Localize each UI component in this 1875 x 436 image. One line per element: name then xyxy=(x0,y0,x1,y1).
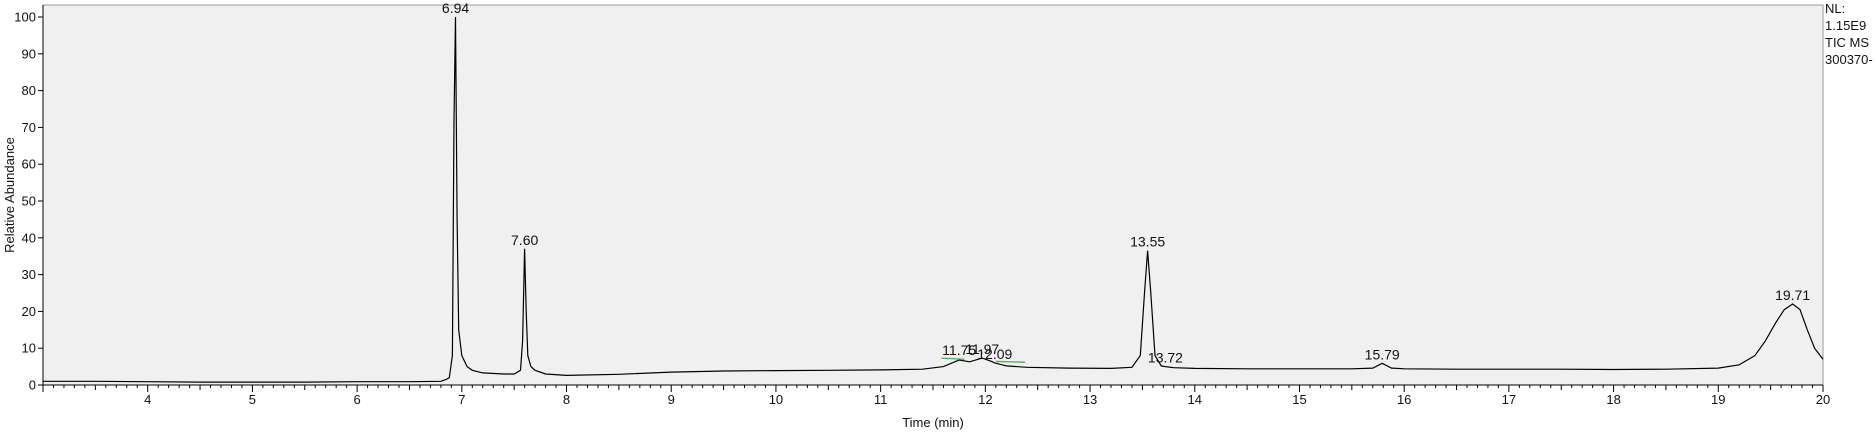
info-line: 1.15E9 xyxy=(1825,18,1866,33)
y-tick-label: 70 xyxy=(22,120,36,135)
integration-baseline-mark xyxy=(995,360,1026,363)
x-tick-label: 6 xyxy=(354,392,361,407)
y-tick-label: 20 xyxy=(22,304,36,319)
x-tick-label: 19 xyxy=(1711,392,1725,407)
y-tick-label: 90 xyxy=(22,46,36,61)
y-tick-label: 30 xyxy=(22,267,36,282)
peak-label: 7.60 xyxy=(511,232,538,248)
x-tick-label: 14 xyxy=(1188,392,1202,407)
y-axis: 0 10 20 30 40 50 60 70 80 90 100 xyxy=(14,5,44,393)
x-tick-label: 15 xyxy=(1292,392,1306,407)
x-tick-label: 17 xyxy=(1502,392,1516,407)
x-tick-label: 9 xyxy=(668,392,675,407)
info-line: 300370- xyxy=(1825,52,1873,67)
y-tick-label: 60 xyxy=(22,157,36,172)
peak-label: 13.55 xyxy=(1130,234,1165,250)
x-axis-title: Time (min) xyxy=(902,415,964,430)
peak-label: 15.79 xyxy=(1365,346,1400,362)
x-tick-label: 20 xyxy=(1816,392,1830,407)
plot-area xyxy=(42,4,1824,386)
x-tick-label: 18 xyxy=(1606,392,1620,407)
tic-trace-line xyxy=(43,16,1824,383)
info-line: NL: xyxy=(1825,1,1845,16)
y-tick-label: 0 xyxy=(29,378,36,393)
y-tick-label: 80 xyxy=(22,83,36,98)
info-line: TIC MS xyxy=(1825,35,1869,50)
x-axis: 4 5 6 7 8 9 10 11 12 13 14 15 16 17 18 19 20 xyxy=(42,384,1830,407)
integration-marks xyxy=(941,357,1026,363)
x-tick-label: 16 xyxy=(1397,392,1411,407)
y-tick-label: 50 xyxy=(22,194,36,209)
x-tick-label: 13 xyxy=(1083,392,1097,407)
peak-label: 19.71 xyxy=(1775,287,1810,303)
peak-label: 6.94 xyxy=(442,0,469,16)
x-tick-label: 8 xyxy=(563,392,570,407)
y-axis-title: Relative Abundance xyxy=(2,137,17,253)
info-block: NL: 1.15E9 TIC MS 300370- xyxy=(1825,1,1873,67)
integration-baseline-mark xyxy=(941,357,965,360)
peak-label: 11.75 xyxy=(942,342,976,358)
x-tick-label: 10 xyxy=(769,392,783,407)
x-tick-label: 7 xyxy=(458,392,465,407)
x-tick-label: 5 xyxy=(249,392,256,407)
peak-label: 13.72 xyxy=(1148,350,1183,366)
peak-label: 12.09 xyxy=(977,346,1012,362)
x-tick-label: 12 xyxy=(978,392,992,407)
y-tick-label: 40 xyxy=(22,230,36,245)
x-tick-label: 11 xyxy=(874,392,888,407)
y-tick-label: 10 xyxy=(22,341,36,356)
x-tick-label: 4 xyxy=(144,392,151,407)
peak-label: 11.97 xyxy=(965,341,999,357)
y-tick-label: 100 xyxy=(14,10,36,25)
